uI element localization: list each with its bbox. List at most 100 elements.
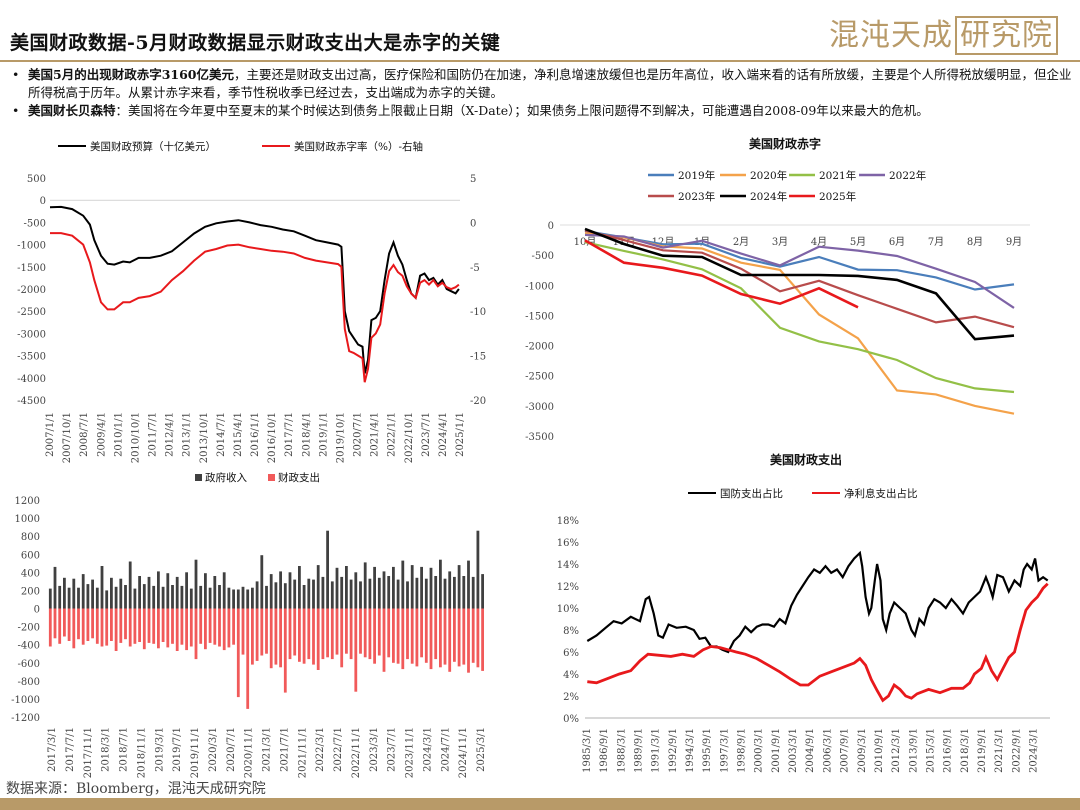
y-tick: -1200	[11, 713, 40, 724]
bar	[255, 608, 259, 661]
y-tick-left: -4000	[17, 374, 46, 385]
legend-defense-label: 国防支出占比	[720, 487, 783, 500]
x-tick: 2008/7/1	[79, 412, 90, 457]
bar	[274, 608, 278, 665]
x-tick: 2010/10/1	[130, 412, 141, 463]
x-tick: 1988/3/1	[616, 728, 627, 773]
header-divider	[0, 60, 1080, 62]
x-tick: 2021/3/1	[262, 727, 273, 772]
bar	[345, 608, 348, 654]
bar	[302, 585, 306, 609]
x-tick: 2022/9/1	[1011, 728, 1022, 773]
bar	[53, 608, 57, 639]
x-tick: 1991/3/1	[651, 728, 662, 773]
y-tick-left: -1500	[17, 263, 46, 274]
bar	[166, 608, 170, 648]
bar	[283, 583, 287, 609]
bar	[335, 567, 339, 609]
bar	[363, 562, 367, 609]
bar	[222, 572, 226, 609]
bar	[420, 608, 423, 658]
legend-deficit-rate-label: 美国财政赤字率（%）-右轴	[294, 140, 423, 153]
y-tick: 200	[21, 586, 40, 597]
x-tick: 2000/3/1	[754, 728, 765, 773]
bar	[298, 566, 301, 609]
x-tick: 2019/3/1	[154, 727, 165, 772]
x-tick: 2020/7/1	[226, 727, 237, 772]
x-tick: 9月	[1006, 236, 1022, 248]
footer-bar	[0, 798, 1080, 810]
y-tick: -200	[18, 623, 40, 634]
bar	[128, 561, 132, 609]
x-tick: 1994/3/1	[685, 728, 696, 773]
bar	[406, 608, 409, 660]
bar	[392, 566, 395, 609]
y-tick-left: -500	[24, 218, 46, 229]
bar	[269, 608, 273, 669]
x-tick: 2023/7/1	[421, 412, 432, 457]
bar	[77, 608, 80, 640]
y-tick: 10%	[557, 604, 579, 615]
y-tick: 14%	[557, 560, 579, 571]
bar	[283, 608, 287, 693]
x-tick: 2019/9/1	[977, 728, 988, 773]
bar	[410, 608, 414, 664]
spending-chart-area: 美国财政支出 18% 16% 14% 12% 10% 8% 6% 4% 2% 0%1985/3/1 1…	[557, 452, 1050, 773]
x-tick: 2009/4/1	[96, 412, 107, 457]
bullet-bold: 美国财长贝森特	[28, 103, 116, 118]
legend-label: 2024年	[750, 190, 787, 203]
source-note: 数据来源：Bloomberg，混沌天成研究院	[6, 781, 266, 797]
bar	[349, 608, 353, 660]
bar	[467, 608, 470, 673]
y-tick: 0	[34, 605, 40, 616]
bar	[312, 608, 315, 665]
bar	[316, 565, 320, 609]
y-tick: -3000	[525, 402, 554, 413]
bar	[63, 577, 66, 609]
y-tick-left: -1000	[17, 241, 46, 252]
series-line	[584, 229, 1015, 291]
chart-title: 美国财政赤字	[749, 136, 821, 151]
y-tick: -1000	[11, 695, 40, 706]
x-tick: 2022/3/1	[315, 727, 326, 772]
bar	[330, 581, 334, 609]
y-tick-right: -10	[470, 307, 486, 318]
bar	[67, 608, 71, 641]
bar	[138, 608, 141, 642]
receipts-chart-area: 1200 1000 800 600 400 200 0 -200 -400 -600 -800 -10…	[11, 471, 487, 778]
bar	[133, 608, 137, 644]
bar	[410, 565, 414, 609]
x-tick: 2001/9/1	[771, 728, 782, 773]
legend-interest-label: 净利息支出占比	[844, 487, 918, 500]
x-tick: 2017/11/1	[83, 727, 94, 778]
y-tick-right: 5	[470, 174, 476, 185]
bar	[429, 567, 433, 609]
bar	[457, 608, 461, 667]
y-tick-left: -2500	[17, 307, 46, 318]
x-tick: 2017/3/1	[47, 727, 58, 772]
bullet-text: ，主要还是财政支出过高，医疗保险和国防仍在加速，净利息增速放缓但也是历年高位，收…	[28, 67, 1072, 100]
x-tick: 2013/10/1	[199, 412, 210, 463]
bar	[199, 585, 203, 609]
x-tick: 2018/7/1	[119, 727, 130, 772]
legend-receipts-swatch	[195, 474, 202, 481]
legend-label: 2023年	[678, 190, 715, 203]
bar	[161, 586, 165, 609]
x-tick: 2023/3/1	[369, 727, 380, 772]
y-tick: 400	[21, 568, 40, 579]
bar	[345, 566, 348, 609]
brand-logo: 混沌天成 研究院	[829, 10, 1058, 55]
bar	[368, 578, 372, 609]
y-tick: 0	[548, 221, 554, 232]
bar	[180, 585, 184, 609]
x-tick: 2007/9/1	[840, 728, 851, 773]
y-tick-left: -3500	[17, 352, 46, 363]
bar	[359, 581, 362, 609]
x-tick: 2004/9/1	[805, 728, 816, 773]
bar	[457, 565, 461, 609]
bar	[439, 559, 442, 609]
bar	[77, 587, 80, 609]
y-tick-left: -2000	[17, 285, 46, 296]
bar	[429, 608, 433, 670]
bar	[373, 608, 376, 664]
